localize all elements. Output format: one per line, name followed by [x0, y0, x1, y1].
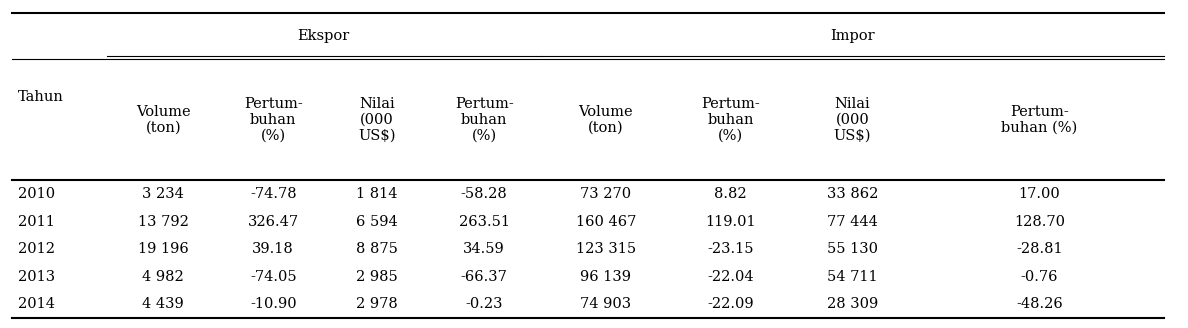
Text: 4 439: 4 439: [143, 297, 184, 311]
Text: -74.78: -74.78: [249, 187, 297, 201]
Text: Impor: Impor: [830, 29, 874, 43]
Text: -23.15: -23.15: [707, 242, 754, 256]
Text: 123 315: 123 315: [576, 242, 636, 256]
Text: Nilai
(000
US$): Nilai (000 US$): [359, 96, 396, 143]
Text: -22.04: -22.04: [707, 270, 754, 284]
Text: 55 130: 55 130: [827, 242, 878, 256]
Text: -48.26: -48.26: [1016, 297, 1063, 311]
Text: 19 196: 19 196: [138, 242, 189, 256]
Text: 119.01: 119.01: [706, 215, 756, 229]
Text: 74 903: 74 903: [580, 297, 632, 311]
Text: -0.76: -0.76: [1020, 270, 1059, 284]
Text: 77 444: 77 444: [827, 215, 878, 229]
Text: -66.37: -66.37: [461, 270, 507, 284]
Text: 160 467: 160 467: [576, 215, 636, 229]
Text: 2012: 2012: [18, 242, 55, 256]
Text: 2014: 2014: [18, 297, 55, 311]
Text: Pertum-
buhan
(%): Pertum- buhan (%): [244, 96, 303, 143]
Text: Nilai
(000
US$): Nilai (000 US$): [834, 96, 871, 143]
Text: 28 309: 28 309: [827, 297, 878, 311]
Text: 2011: 2011: [18, 215, 55, 229]
Text: 73 270: 73 270: [580, 187, 632, 201]
Text: -74.05: -74.05: [249, 270, 297, 284]
Text: Volume
(ton): Volume (ton): [579, 105, 633, 135]
Text: 1 814: 1 814: [356, 187, 398, 201]
Text: Pertum-
buhan (%): Pertum- buhan (%): [1001, 105, 1078, 135]
Text: 2010: 2010: [18, 187, 55, 201]
Text: 326.47: 326.47: [247, 215, 299, 229]
Text: Pertum-
buhan
(%): Pertum- buhan (%): [701, 96, 760, 143]
Text: 13 792: 13 792: [138, 215, 189, 229]
Text: -28.81: -28.81: [1016, 242, 1063, 256]
Text: 263.51: 263.51: [459, 215, 510, 229]
Text: 39.18: 39.18: [252, 242, 295, 256]
Text: 2013: 2013: [18, 270, 55, 284]
Text: 34.59: 34.59: [463, 242, 505, 256]
Text: 96 139: 96 139: [581, 270, 631, 284]
Text: -0.23: -0.23: [466, 297, 503, 311]
Text: Volume
(ton): Volume (ton): [137, 105, 190, 135]
Text: 4 982: 4 982: [143, 270, 184, 284]
Text: -10.90: -10.90: [249, 297, 297, 311]
Text: -22.09: -22.09: [707, 297, 754, 311]
Text: 128.70: 128.70: [1015, 215, 1064, 229]
Text: 2 985: 2 985: [356, 270, 398, 284]
Text: 8 875: 8 875: [356, 242, 398, 256]
Text: 2 978: 2 978: [356, 297, 398, 311]
Text: -58.28: -58.28: [461, 187, 507, 201]
Text: 6 594: 6 594: [356, 215, 398, 229]
Text: Tahun: Tahun: [18, 90, 64, 104]
Text: Pertum-
buhan
(%): Pertum- buhan (%): [455, 96, 513, 143]
Text: 3 234: 3 234: [143, 187, 184, 201]
Text: 17.00: 17.00: [1018, 187, 1061, 201]
Text: Ekspor: Ekspor: [298, 29, 349, 43]
Text: 33 862: 33 862: [827, 187, 878, 201]
Text: 54 711: 54 711: [827, 270, 878, 284]
Text: 8.82: 8.82: [714, 187, 747, 201]
